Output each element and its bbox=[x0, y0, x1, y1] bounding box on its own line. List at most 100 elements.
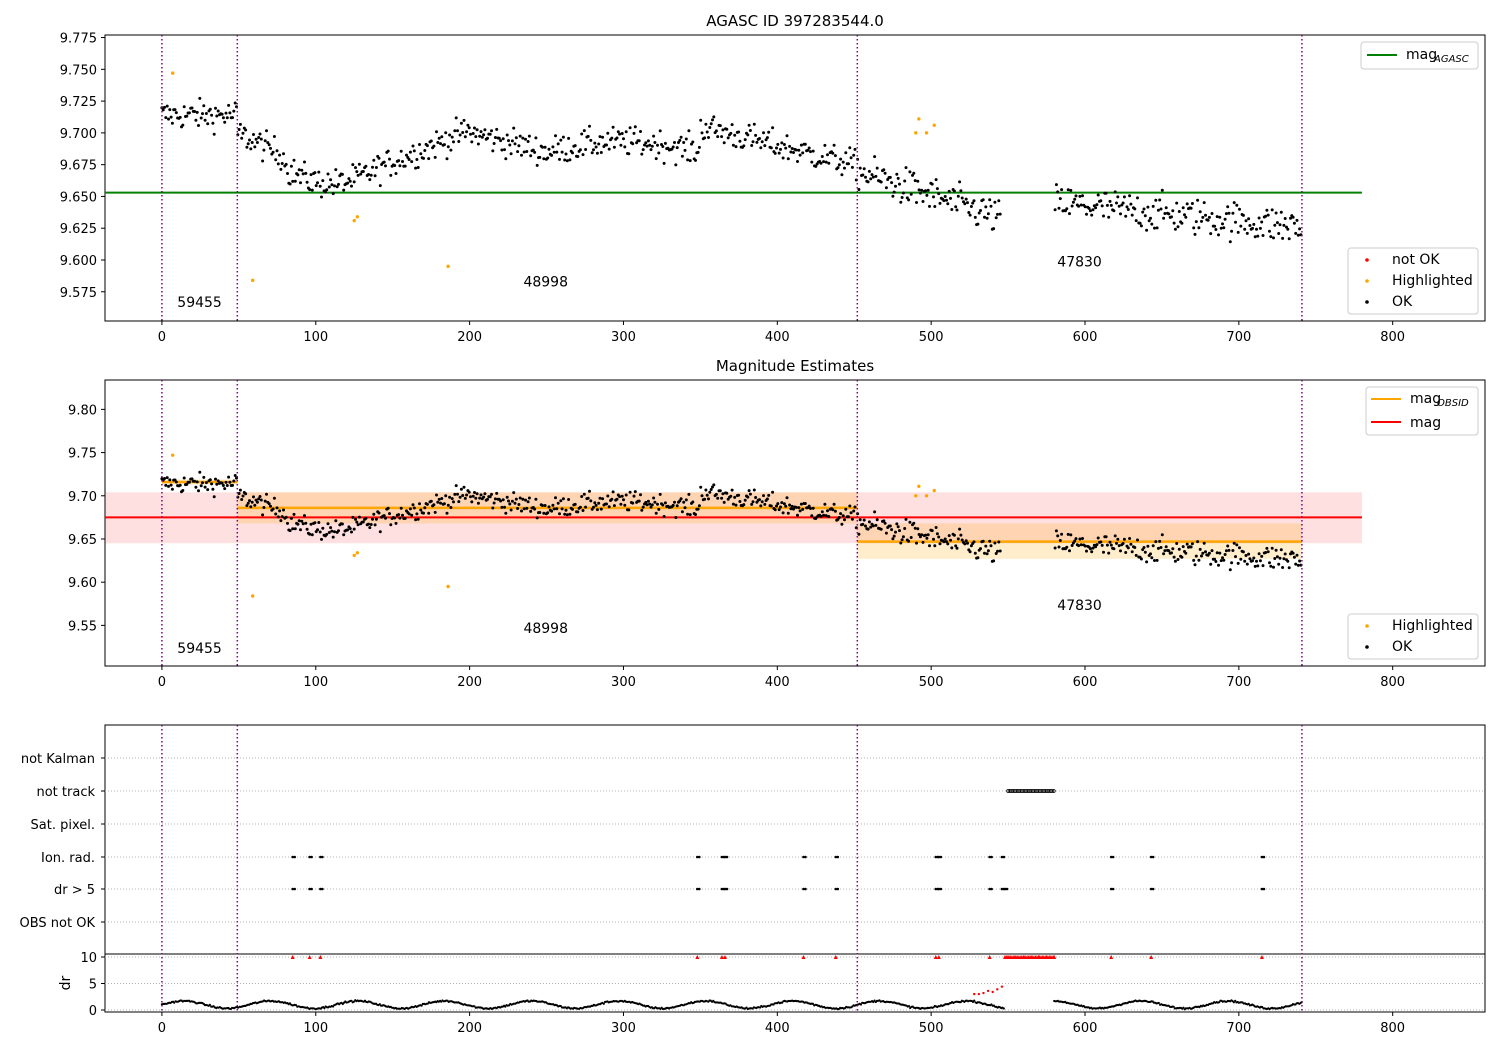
ok-point bbox=[1056, 190, 1060, 194]
flag-marker bbox=[698, 887, 701, 891]
ok-point bbox=[1209, 562, 1213, 566]
ok-point bbox=[499, 499, 503, 503]
ok-point bbox=[641, 505, 645, 509]
ok-point bbox=[1221, 556, 1224, 560]
ok-point bbox=[969, 205, 973, 208]
ok-point bbox=[1292, 221, 1296, 225]
agasc-point-legend-box bbox=[1347, 247, 1479, 315]
ok-point bbox=[760, 140, 764, 144]
ok-point bbox=[649, 505, 653, 509]
ok-point bbox=[1243, 559, 1247, 563]
ok-point bbox=[1160, 533, 1164, 537]
legend-ok-label-2: OK bbox=[1392, 639, 1413, 655]
ok-point bbox=[1221, 222, 1224, 226]
ok-point bbox=[204, 112, 208, 115]
ok-point bbox=[216, 479, 220, 483]
ok-point bbox=[627, 152, 631, 156]
ok-point bbox=[1244, 219, 1248, 223]
ok-point bbox=[1264, 214, 1268, 218]
ok-point bbox=[997, 199, 1001, 203]
ok-point bbox=[190, 106, 194, 110]
ok-point bbox=[259, 137, 263, 141]
ok-point bbox=[926, 533, 930, 537]
ok-point bbox=[174, 111, 178, 115]
ok-point bbox=[169, 115, 173, 119]
ok-point bbox=[167, 117, 170, 121]
ok-point bbox=[755, 140, 759, 144]
y-tick-label: 9.600 bbox=[60, 254, 97, 269]
ok-point bbox=[248, 499, 251, 503]
ok-point bbox=[764, 138, 768, 142]
ok-point bbox=[611, 125, 615, 129]
ok-point bbox=[316, 528, 319, 532]
ok-point bbox=[1095, 203, 1099, 207]
ok-point bbox=[458, 133, 462, 137]
dr-point bbox=[1157, 1001, 1160, 1005]
y-tick-label: 9.750 bbox=[60, 63, 97, 78]
ok-point bbox=[784, 146, 788, 150]
ok-point bbox=[384, 516, 387, 520]
ok-point bbox=[703, 497, 707, 501]
flag-marker bbox=[836, 855, 840, 859]
ok-point bbox=[592, 505, 595, 509]
ok-point bbox=[737, 493, 741, 497]
magnitude-axes-frame bbox=[104, 379, 1486, 667]
flag-marker bbox=[321, 855, 324, 859]
ok-point bbox=[317, 521, 321, 524]
highlighted-point bbox=[924, 494, 929, 498]
ok-point bbox=[263, 139, 267, 143]
ok-point bbox=[346, 528, 350, 532]
ok-point bbox=[1079, 543, 1083, 547]
ok-point bbox=[620, 132, 624, 135]
ok-point bbox=[730, 488, 734, 492]
ok-point bbox=[775, 146, 778, 150]
ok-point bbox=[578, 505, 582, 509]
ok-point bbox=[513, 501, 517, 505]
ok-point bbox=[616, 130, 620, 134]
ok-point bbox=[367, 173, 370, 176]
ok-point bbox=[671, 503, 675, 507]
ok-point bbox=[1266, 550, 1270, 554]
ok-point bbox=[1272, 565, 1275, 569]
ok-point bbox=[703, 136, 707, 140]
ok-point bbox=[350, 530, 353, 534]
ok-point bbox=[198, 96, 202, 100]
ok-point bbox=[895, 522, 899, 526]
ok-point bbox=[862, 518, 866, 522]
flag-marker bbox=[293, 855, 296, 859]
ok-point bbox=[238, 488, 242, 492]
ok-point bbox=[212, 495, 216, 499]
ok-point bbox=[1277, 232, 1281, 235]
ok-point bbox=[754, 133, 758, 137]
ok-point bbox=[433, 155, 437, 159]
dr-capped-marker bbox=[987, 955, 992, 959]
ok-point bbox=[1058, 197, 1062, 201]
ok-point bbox=[801, 151, 805, 155]
ok-point bbox=[1256, 234, 1260, 238]
ok-point bbox=[861, 522, 865, 526]
not-track-flag bbox=[1051, 789, 1056, 793]
ok-point bbox=[827, 515, 831, 518]
ok-point bbox=[292, 158, 296, 162]
ok-point bbox=[546, 511, 550, 515]
ok-point bbox=[1074, 194, 1078, 198]
ok-point bbox=[378, 530, 382, 534]
flag-marker bbox=[836, 887, 840, 891]
ok-point bbox=[903, 179, 907, 183]
ok-point bbox=[1228, 240, 1232, 244]
ok-point bbox=[221, 484, 225, 487]
ok-point bbox=[1170, 215, 1173, 219]
ok-point bbox=[1053, 546, 1057, 550]
ok-point bbox=[457, 140, 461, 143]
dr-point bbox=[859, 1003, 863, 1006]
ok-point bbox=[983, 215, 986, 219]
ok-point bbox=[831, 151, 835, 155]
ok-point bbox=[571, 151, 574, 155]
ok-point bbox=[238, 122, 242, 126]
ok-point bbox=[275, 506, 279, 510]
ok-point bbox=[786, 157, 790, 161]
ok-point bbox=[1177, 547, 1181, 551]
dr-point bbox=[1002, 1007, 1005, 1010]
ok-point bbox=[1171, 547, 1175, 551]
ok-point bbox=[1181, 545, 1185, 549]
